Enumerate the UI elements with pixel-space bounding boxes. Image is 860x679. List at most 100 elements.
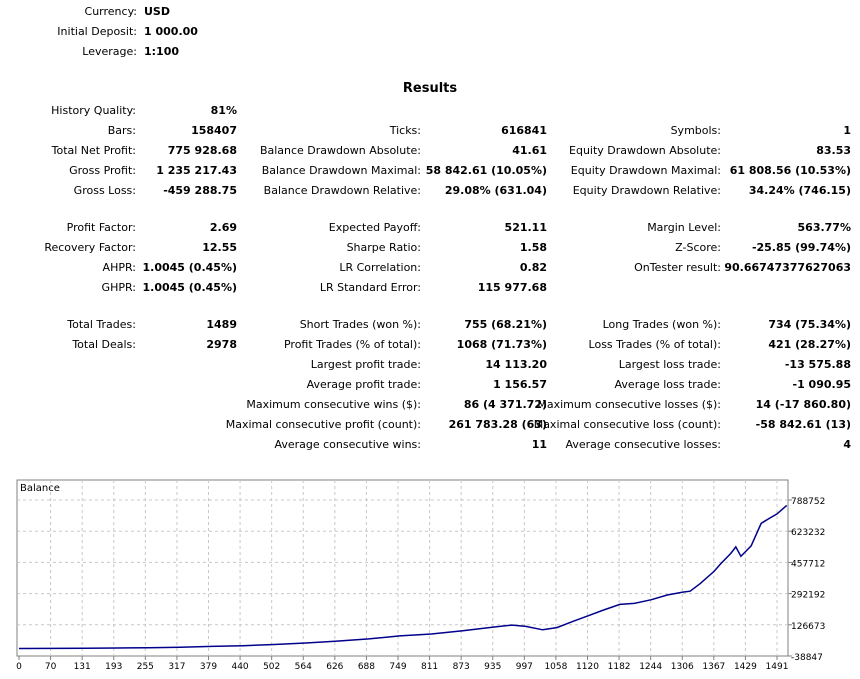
x-tick-label: 688: [358, 662, 375, 672]
x-tick-label: 564: [295, 662, 312, 672]
stat-label: Ticks:: [389, 124, 421, 137]
stat-label: Average consecutive losses:: [565, 438, 721, 451]
x-tick-label: 440: [231, 662, 248, 672]
stat-label: Symbols:: [670, 124, 721, 137]
stat-label: Equity Drawdown Relative:: [572, 184, 721, 197]
results-title: Results: [402, 81, 458, 96]
stat-label: Long Trades (won %):: [602, 318, 721, 331]
stat-label: Balance Drawdown Maximal:: [261, 164, 421, 177]
stat-label: Average profit trade:: [306, 378, 421, 391]
header-label: Currency:: [84, 5, 137, 18]
stat-value: 2.69: [209, 221, 237, 234]
stat-value: 83.53: [816, 144, 851, 157]
stat-label: AHPR:: [102, 261, 136, 274]
stat-value: 34.24% (746.15): [748, 184, 851, 197]
stat-value: 11: [531, 438, 547, 451]
stat-value: 12.55: [202, 241, 237, 254]
x-tick-label: 626: [326, 662, 343, 672]
stat-label: Bars:: [107, 124, 136, 137]
header-value: USD: [144, 5, 170, 18]
stat-label: Largest profit trade:: [310, 358, 421, 371]
stat-value: -25.85 (99.74%): [751, 241, 851, 254]
x-tick-label: 935: [484, 662, 501, 672]
stat-label: Total Trades:: [67, 318, 136, 331]
x-tick-label: 317: [168, 662, 185, 672]
stat-value: 1489: [206, 318, 237, 331]
stat-label: History Quality:: [51, 104, 136, 117]
stat-label: Maximal consecutive loss (count):: [533, 418, 721, 431]
stat-value: 14 (-17 860.80): [755, 398, 851, 411]
stat-value: 2978: [206, 338, 237, 351]
stat-label: Equity Drawdown Maximal:: [570, 164, 721, 177]
stat-value: 261 783.28 (63): [448, 418, 547, 431]
chart-title: Balance: [20, 483, 60, 494]
stat-label: Maximum consecutive wins ($):: [246, 398, 421, 411]
stat-value: 29.08% (631.04): [444, 184, 547, 197]
x-tick-label: 1120: [576, 662, 599, 672]
stat-label: Balance Drawdown Absolute:: [259, 144, 421, 157]
plot-area: [16, 479, 789, 657]
stat-value: 521.11: [504, 221, 547, 234]
y-tick-label: 292192: [791, 591, 825, 601]
stat-label: OnTester result:: [634, 261, 721, 274]
stat-label: Gross Profit:: [69, 164, 136, 177]
stat-value: 115 977.68: [477, 281, 547, 294]
stat-value: 81%: [210, 104, 237, 117]
stat-label: Total Deals:: [72, 338, 136, 351]
stat-label: Margin Level:: [647, 221, 721, 234]
stat-label: Short Trades (won %):: [299, 318, 421, 331]
x-tick-label: 997: [516, 662, 533, 672]
x-tick-label: 193: [105, 662, 122, 672]
stat-value: -13 575.88: [784, 358, 851, 371]
stat-value: 755 (68.21%): [464, 318, 547, 331]
stat-label: Profit Trades (% of total):: [283, 338, 421, 351]
stat-value: 1068 (71.73%): [456, 338, 547, 351]
header-label: Leverage:: [82, 45, 137, 58]
stat-value: 1: [843, 124, 851, 137]
header-label: Initial Deposit:: [57, 25, 137, 38]
stat-value: 4: [843, 438, 851, 451]
stat-label: Equity Drawdown Absolute:: [569, 144, 721, 157]
x-tick-label: 1491: [766, 662, 789, 672]
x-tick-label: 131: [74, 662, 91, 672]
stat-label: Recovery Factor:: [44, 241, 136, 254]
y-tick-label: 126673: [791, 622, 825, 632]
x-tick-label: 1058: [544, 662, 567, 672]
stat-label: Loss Trades (% of total):: [588, 338, 721, 351]
stat-label: Z-Score:: [675, 241, 721, 254]
stat-label: Maximal consecutive profit (count):: [225, 418, 421, 431]
stat-label: Expected Payoff:: [328, 221, 421, 234]
x-tick-label: 1367: [702, 662, 725, 672]
stat-value: 616841: [501, 124, 547, 137]
stat-value: 14 113.20: [485, 358, 547, 371]
header-value: 1 000.00: [144, 25, 198, 38]
x-tick-label: 873: [453, 662, 470, 672]
stat-value: 1 235 217.43: [156, 164, 237, 177]
y-tick-label: 623232: [791, 528, 825, 538]
stat-value: 41.61: [512, 144, 547, 157]
stat-value: 1.0045 (0.45%): [142, 281, 238, 294]
y-tick-label: 788752: [791, 497, 825, 507]
stat-value: 1.58: [519, 241, 547, 254]
stat-label: GHPR:: [101, 281, 136, 294]
header-value: 1:100: [144, 45, 180, 58]
x-tick-label: 1244: [639, 662, 662, 672]
stat-label: LR Standard Error:: [319, 281, 421, 294]
stat-label: LR Correlation:: [339, 261, 421, 274]
stat-label: Gross Loss:: [73, 184, 136, 197]
stat-value: 1.0045 (0.45%): [142, 261, 238, 274]
stat-value: 61 808.56 (10.53%): [729, 164, 851, 177]
stat-value: 158407: [191, 124, 237, 137]
stat-value: -1 090.95: [792, 378, 852, 391]
x-tick-label: 255: [137, 662, 154, 672]
stat-label: Profit Factor:: [66, 221, 136, 234]
stat-label: Average loss trade:: [614, 378, 721, 391]
x-tick-label: 70: [45, 662, 57, 672]
x-tick-label: 379: [200, 662, 217, 672]
stat-label: Largest loss trade:: [618, 358, 721, 371]
balance-chart: Balance 788752 623232 457712 292192 126673 -38…: [16, 479, 825, 672]
stat-value: 0.82: [519, 261, 547, 274]
x-tick-label: 749: [389, 662, 406, 672]
stat-label: Total Net Profit:: [51, 144, 136, 157]
y-tick-label: -38847: [791, 653, 823, 663]
